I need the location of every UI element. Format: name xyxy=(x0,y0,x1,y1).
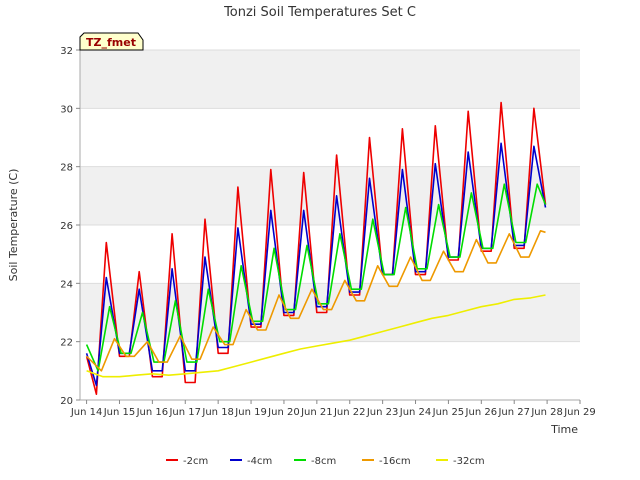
x-tick-label: Jun 22 xyxy=(333,407,366,418)
y-tick-label: 26 xyxy=(60,221,73,232)
y-tick-label: 24 xyxy=(60,279,73,290)
legend: -2cm -4cm -8cm -16cm -32cm xyxy=(166,456,485,467)
x-tick-label: Jun 28 xyxy=(530,407,563,418)
x-tick-label: Jun 29 xyxy=(563,407,596,418)
x-tick-label: Jun 20 xyxy=(267,407,300,418)
x-tick-label: Jun 21 xyxy=(300,407,333,418)
legend-label--4cm: -4cm xyxy=(247,456,272,467)
y-tick-label: 28 xyxy=(60,163,73,174)
series-line--2cm xyxy=(85,101,547,395)
x-axis-label: Time xyxy=(550,423,578,436)
x-tick-label: Jun 17 xyxy=(168,407,201,418)
x-tick-label: Jun 23 xyxy=(366,407,399,418)
x-tick-label: Jun 18 xyxy=(201,407,234,418)
badge: TZ_fmet xyxy=(79,32,144,51)
legend-label--32cm: -32cm xyxy=(453,456,485,467)
y-tick-label: 20 xyxy=(60,396,73,407)
x-tick-label: Jun 16 xyxy=(136,407,169,418)
x-tick-label: Jun 26 xyxy=(465,407,498,418)
x-tick-labels: Jun 14 Jun 15 Jun 16 Jun 17 Jun 18 Jun 19 Jun … xyxy=(70,400,596,418)
legend-label--8cm: -8cm xyxy=(311,456,336,467)
y-tick-labels: 20 22 24 26 28 30 32 xyxy=(60,46,80,407)
plot-band xyxy=(80,50,580,109)
y-tick-label: 32 xyxy=(60,46,73,57)
legend-label--16cm: -16cm xyxy=(379,456,411,467)
series-line--4cm xyxy=(85,142,547,387)
x-tick-label: Jun 15 xyxy=(103,407,136,418)
legend-label--2cm: -2cm xyxy=(183,456,208,467)
chart-title: Tonzi Soil Temperatures Set C xyxy=(223,5,416,20)
x-tick-label: Jun 19 xyxy=(234,407,267,418)
badge-label: TZ_fmet xyxy=(86,36,136,49)
x-tick-label: Jun 24 xyxy=(399,407,432,418)
x-tick-label: Jun 27 xyxy=(497,407,530,418)
x-tick-label: Jun 25 xyxy=(432,407,465,418)
y-tick-label: 30 xyxy=(60,104,73,115)
series-line--32cm xyxy=(86,294,546,378)
y-tick-label: 22 xyxy=(60,338,73,349)
series-lines xyxy=(85,101,547,395)
badge-box xyxy=(79,32,144,51)
y-axis-label: Soil Temperature (C) xyxy=(7,169,20,282)
x-tick-label: Jun 14 xyxy=(70,407,103,418)
series-line--16cm xyxy=(86,230,546,372)
